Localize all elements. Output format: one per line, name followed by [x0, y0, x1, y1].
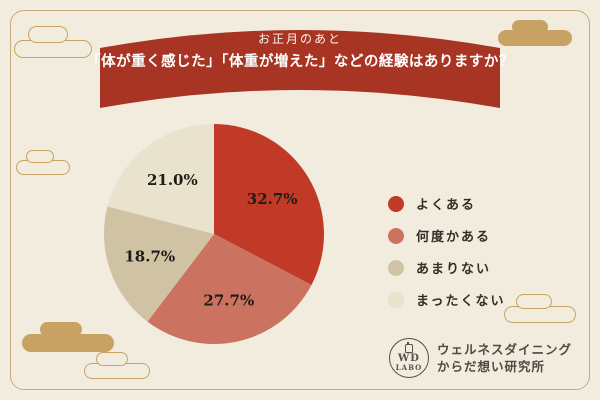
legend-label: まったくない: [416, 294, 506, 309]
pie-percent-label-0: 32.7%: [247, 190, 298, 208]
pie-percent-label-1: 27.7%: [203, 291, 254, 309]
pie-percent-label-3: 21.0%: [147, 171, 198, 189]
pie-chart: 32.7% 27.7% 18.7% 21.0%: [104, 124, 324, 344]
pie-percent-label-2: 18.7%: [124, 247, 175, 265]
cloud-decoration-left-middle: [16, 150, 72, 176]
logo-block: WD LABO ウェルネスダイニング からだ想い研究所: [388, 338, 572, 378]
logo-text-wd: WD: [398, 353, 420, 364]
legend-label: あまりない: [416, 262, 492, 277]
legend-label: よくある: [416, 198, 477, 213]
legend-label: 何度かある: [416, 230, 492, 245]
pie-slice-2: [104, 206, 214, 322]
cloud-decoration-bottom-right: [504, 294, 580, 324]
org-name-line2: からだ想い研究所: [436, 359, 545, 374]
org-name-line1: ウェルネスダイニング: [436, 342, 572, 357]
title-banner: [100, 30, 500, 108]
pie-slice-3: [107, 124, 214, 234]
legend-color-dot: [388, 259, 404, 276]
legend-item-1: 何度かある: [388, 226, 505, 245]
legend-color-dot: [388, 291, 404, 308]
wd-labo-logo: WD LABO: [388, 338, 429, 378]
pie-slice-1: [147, 234, 312, 344]
banner-band: [100, 30, 500, 108]
cloud-decoration-top-right: [492, 20, 576, 50]
chart-legend: よくある何度かあるあまりないまったくない: [388, 194, 505, 322]
cloud-decoration-bottom-left: [22, 322, 118, 356]
banner-title-line2: 「体が重く感じた」「体重が増えた」などの経験はありますか？: [86, 53, 514, 70]
banner-title-line1: お正月のあと: [257, 32, 342, 46]
legend-color-dot: [388, 227, 404, 244]
legend-item-3: まったくない: [388, 290, 505, 309]
organization-name: ウェルネスダイニング からだ想い研究所: [437, 341, 572, 375]
legend-item-2: あまりない: [388, 258, 505, 277]
legend-item-0: よくある: [388, 194, 505, 213]
legend-color-dot: [388, 195, 404, 212]
bottle-icon: [404, 342, 413, 353]
cloud-decoration-top-left: [14, 26, 94, 60]
cloud-decoration-bottom-left-2: [84, 352, 154, 380]
pie-slice-0: [214, 124, 324, 285]
logo-text-labo: LABO: [395, 363, 423, 372]
